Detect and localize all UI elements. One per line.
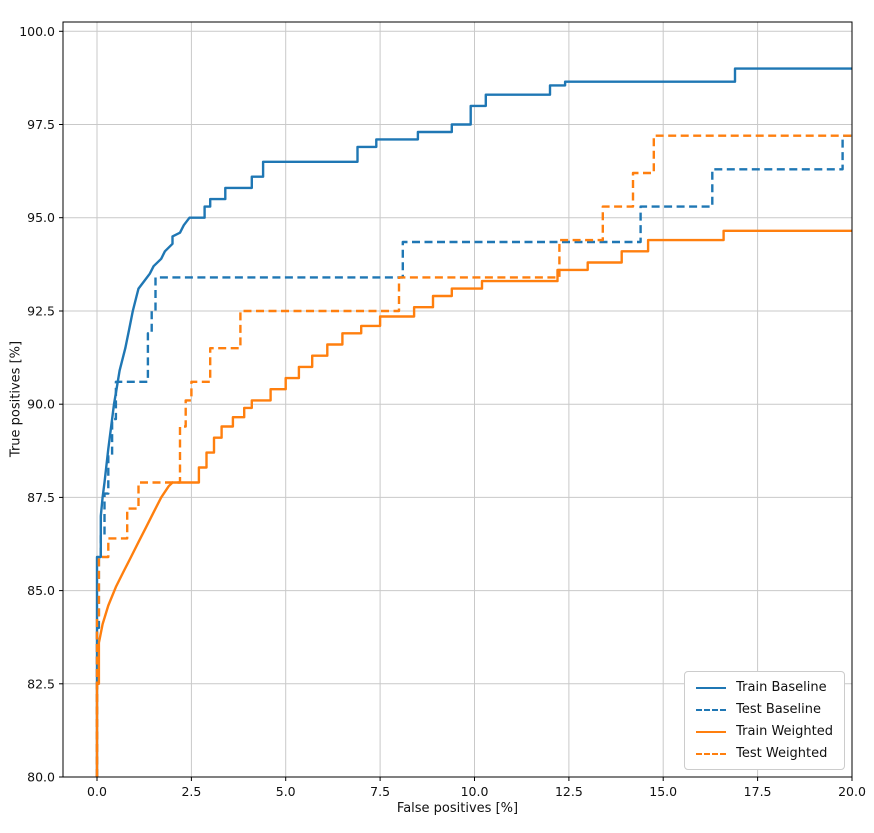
svg-text:10.0: 10.0 xyxy=(461,784,489,799)
svg-text:20.0: 20.0 xyxy=(838,784,866,799)
svg-text:97.5: 97.5 xyxy=(27,117,55,132)
svg-text:80.0: 80.0 xyxy=(27,770,55,785)
svg-text:2.5: 2.5 xyxy=(181,784,201,799)
svg-text:5.0: 5.0 xyxy=(276,784,296,799)
svg-text:100.0: 100.0 xyxy=(19,24,55,39)
y-axis-label: True positives [%] xyxy=(8,340,24,458)
x-axis-label: False positives [%] xyxy=(396,801,519,816)
svg-text:85.0: 85.0 xyxy=(27,583,55,598)
svg-text:17.5: 17.5 xyxy=(744,784,772,799)
legend-item-train-baseline: Train Baseline xyxy=(696,680,833,695)
legend-item-test-weighted: Test Weighted xyxy=(696,746,833,761)
legend-line-sample-train-baseline xyxy=(696,686,727,689)
svg-text:87.5: 87.5 xyxy=(27,490,55,505)
svg-text:90.0: 90.0 xyxy=(27,397,55,412)
svg-text:0.0: 0.0 xyxy=(87,784,107,799)
svg-text:12.5: 12.5 xyxy=(555,784,583,799)
svg-text:95.0: 95.0 xyxy=(27,210,55,225)
legend-line-sample-test-weighted xyxy=(696,752,727,755)
legend-label-train-baseline: Train Baseline xyxy=(736,680,827,695)
legend-label-train-weighted: Train Weighted xyxy=(736,724,833,739)
svg-text:7.5: 7.5 xyxy=(370,784,390,799)
legend-label-test-baseline: Test Baseline xyxy=(736,702,821,717)
legend-line-sample-test-baseline xyxy=(696,708,727,711)
svg-text:15.0: 15.0 xyxy=(649,784,677,799)
legend-item-test-baseline: Test Baseline xyxy=(696,702,833,717)
legend-line-sample-train-weighted xyxy=(696,730,727,733)
svg-text:82.5: 82.5 xyxy=(27,676,55,691)
legend: Train Baseline Test Baseline Train Weigh… xyxy=(684,671,845,770)
legend-item-train-weighted: Train Weighted xyxy=(696,724,833,739)
svg-text:92.5: 92.5 xyxy=(27,304,55,319)
legend-label-test-weighted: Test Weighted xyxy=(736,746,828,761)
